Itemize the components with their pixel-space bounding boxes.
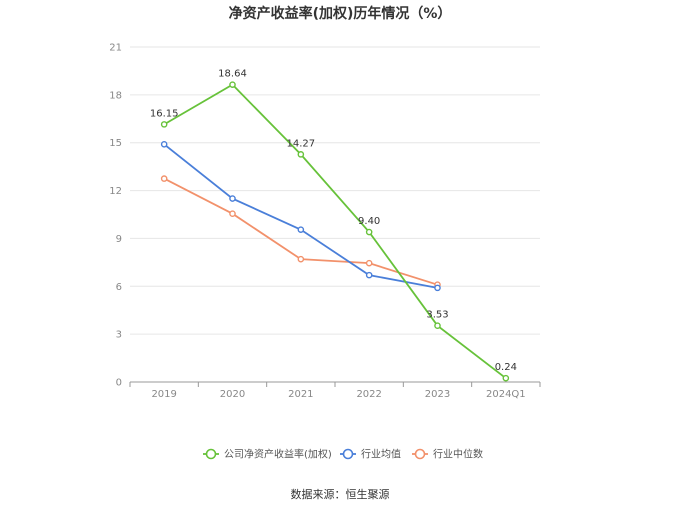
series-2 <box>160 175 441 288</box>
y-tick-label: 0 <box>116 378 122 389</box>
axes: 0 3 6 9 12 15 18 21 2019 2020 2021 2022 2023 2024Q1 <box>109 43 541 400</box>
legend-marker-icon <box>342 448 354 460</box>
series-layer: 16.15 18.64 14.27 9.40 3.53 0.24 <box>150 69 517 382</box>
legend[interactable]: 公司净资产收益率(加权) 行业均值 行业中位数 <box>203 448 483 461</box>
data-point <box>160 141 168 148</box>
data-label: 0.24 <box>495 362 517 373</box>
data-point <box>160 121 168 128</box>
data-point <box>365 271 373 279</box>
legend-item-2[interactable]: 行业中位数 <box>412 448 483 461</box>
legend-label: 行业均值 <box>361 448 401 461</box>
x-tick-label: 2023 <box>425 389 450 400</box>
series-line <box>163 143 438 289</box>
data-point <box>297 226 305 233</box>
data-label: 9.40 <box>358 216 380 227</box>
data-point <box>297 255 305 263</box>
data-point <box>365 228 373 236</box>
data-point <box>297 151 305 158</box>
y-tick-label: 6 <box>116 282 122 293</box>
data-label: 16.15 <box>150 108 179 119</box>
data-point <box>434 284 441 292</box>
series-line <box>163 83 507 379</box>
x-tick-label: 2020 <box>220 389 245 400</box>
y-tick-label: 21 <box>109 43 122 54</box>
y-tick-label: 3 <box>116 330 122 341</box>
data-label: 3.53 <box>426 310 448 321</box>
legend-marker-icon <box>205 448 217 460</box>
series-1 <box>160 141 441 292</box>
data-point <box>502 374 510 382</box>
legend-item-0[interactable]: 公司净资产收益率(加权) <box>203 448 332 461</box>
data-label: 14.27 <box>287 138 316 149</box>
data-point <box>229 195 236 202</box>
data-point <box>229 81 236 88</box>
x-tick-label: 2021 <box>288 389 313 400</box>
y-tick-label: 18 <box>109 90 122 101</box>
y-tick-label: 12 <box>109 186 122 197</box>
legend-marker-icon <box>414 448 426 460</box>
legend-item-1[interactable]: 行业均值 <box>340 448 401 461</box>
x-tick-label: 2019 <box>151 389 176 400</box>
chart-title: 净资产收益率(加权)历年情况（%） <box>229 5 452 22</box>
x-tick-label: 2024Q1 <box>486 389 526 400</box>
legend-label: 公司净资产收益率(加权) <box>224 448 332 461</box>
data-point <box>434 322 441 329</box>
grid <box>130 46 540 335</box>
series-0: 16.15 18.64 14.27 9.40 3.53 0.24 <box>150 69 517 382</box>
y-tick-label: 9 <box>116 234 122 245</box>
data-label: 18.64 <box>218 69 247 80</box>
data-point <box>229 210 236 218</box>
data-point <box>365 259 373 267</box>
source-note: 数据来源：恒生聚源 <box>291 487 390 501</box>
data-point <box>160 175 168 182</box>
y-tick-label: 15 <box>109 138 122 149</box>
legend-label: 行业中位数 <box>433 448 483 461</box>
x-tick-label: 2022 <box>356 389 381 400</box>
